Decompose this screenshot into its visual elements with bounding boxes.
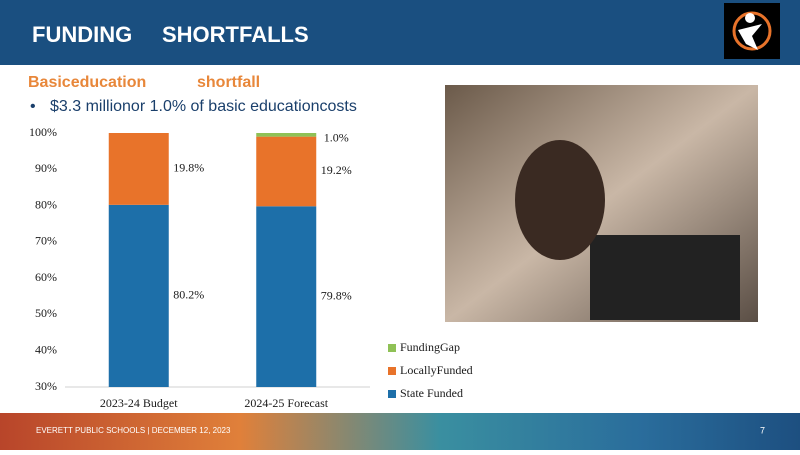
logo-head bbox=[745, 13, 755, 23]
bullet-dot: • bbox=[30, 98, 36, 115]
y-tick-label: 80% bbox=[35, 197, 57, 211]
value-label: 80.2% bbox=[173, 288, 204, 302]
subtitle: shortfall bbox=[197, 74, 260, 91]
x-tick-label: 2023-24 Budget bbox=[100, 396, 178, 410]
bar-segment bbox=[256, 136, 317, 207]
legend-label: FundingGap bbox=[400, 340, 460, 354]
bar-segment bbox=[108, 204, 169, 387]
value-label: 79.8% bbox=[321, 288, 352, 302]
photo-person bbox=[515, 140, 605, 260]
y-tick-label: 50% bbox=[35, 306, 57, 320]
footer-band bbox=[0, 413, 800, 450]
footer-text: EVERETT PUBLIC SCHOOLS | DECEMBER 12, 20… bbox=[36, 426, 231, 435]
y-tick-label: 60% bbox=[35, 270, 57, 284]
y-tick-label: 30% bbox=[35, 379, 57, 393]
legend-label: LocallyFunded bbox=[400, 363, 473, 377]
y-tick-label: 70% bbox=[35, 234, 57, 248]
bullet: $3.3 millionor 1.0% of basic educationco… bbox=[50, 98, 357, 115]
bar-segment bbox=[256, 133, 317, 137]
logo-ring bbox=[732, 11, 772, 51]
y-tick-label: 90% bbox=[35, 161, 57, 175]
value-label: 1.0% bbox=[324, 131, 349, 145]
subtitle: Basiceducation bbox=[28, 74, 146, 91]
x-tick-label: 2024-25 Forecast bbox=[244, 396, 328, 410]
value-label: 19.8% bbox=[173, 161, 204, 175]
header-band bbox=[0, 0, 800, 65]
logo-figure bbox=[738, 24, 762, 50]
y-tick-label: 100% bbox=[29, 125, 57, 139]
y-tick-label: 40% bbox=[35, 342, 57, 356]
legend-swatch bbox=[388, 390, 396, 398]
legend-swatch bbox=[388, 344, 396, 352]
bar-segment bbox=[256, 206, 317, 387]
photo-laptop bbox=[590, 235, 740, 320]
page-number: 7 bbox=[760, 425, 765, 435]
title: FUNDING bbox=[32, 22, 132, 47]
title: SHORTFALLS bbox=[162, 22, 309, 47]
legend-swatch bbox=[388, 367, 396, 375]
bar-segment bbox=[108, 133, 169, 205]
legend-label: State Funded bbox=[400, 386, 463, 400]
value-label: 19.2% bbox=[321, 163, 352, 177]
